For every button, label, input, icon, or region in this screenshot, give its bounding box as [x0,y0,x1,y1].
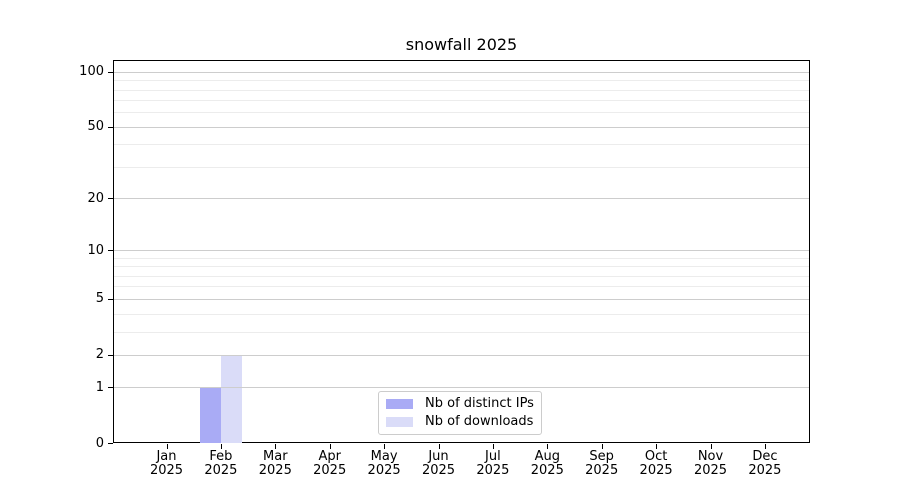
x-tick-label: Jan 2025 [137,450,197,478]
x-tick-mark [384,444,386,449]
x-tick-mark [547,444,549,449]
minor-gridline [114,100,809,102]
x-tick-label: May 2025 [354,450,414,478]
y-tick-label: 10 [87,242,104,258]
y-tick-label: 1 [95,379,104,395]
minor-gridline [114,266,809,268]
x-tick-mark [492,444,494,449]
y-tick-mark [108,250,113,252]
x-tick-label: Nov 2025 [681,450,741,478]
x-tick-year: 2025 [639,463,673,478]
chart-title: snowfall 2025 [405,35,518,54]
x-tick-mark [710,444,712,449]
legend: Nb of distinct IPs Nb of downloads [378,391,542,435]
minor-gridline [114,313,809,315]
x-tick-year: 2025 [258,463,292,478]
minor-gridline [114,144,809,146]
y-tick-label: 50 [87,119,104,135]
x-tick-mark [764,444,766,449]
major-gridline [114,126,809,128]
x-tick-mark [220,444,222,449]
minor-gridline [114,286,809,288]
distinct-ips-swatch [386,399,413,409]
x-tick-label: Dec 2025 [735,450,795,478]
x-tick-mark [601,444,603,449]
minor-gridline [114,331,809,333]
minor-gridline [114,166,809,168]
major-gridline [114,198,809,200]
major-gridline [114,298,809,300]
x-tick-year: 2025 [585,463,619,478]
y-tick-mark [108,126,113,128]
x-tick-label: Apr 2025 [300,450,360,478]
y-tick-mark [108,298,113,300]
x-tick-label: Oct 2025 [626,450,686,478]
distinct-ips-bar [199,387,221,443]
x-tick-label: Jul 2025 [463,450,523,478]
minor-gridline [114,80,809,82]
downloads-bar [220,354,242,443]
x-tick-year: 2025 [204,463,238,478]
x-tick-year: 2025 [530,463,564,478]
y-tick-label: 20 [87,190,104,206]
major-gridline [114,71,809,73]
minor-gridline [114,275,809,277]
x-tick-label: Mar 2025 [245,450,305,478]
x-tick-mark [275,444,277,449]
y-tick-label: 5 [95,291,104,307]
legend-label-distinct-ips: Nb of distinct IPs [425,396,534,411]
minor-gridline [114,257,809,259]
x-tick-label: Sep 2025 [572,450,632,478]
y-tick-label: 100 [79,64,104,80]
x-tick-year: 2025 [149,463,184,478]
x-tick-mark [438,444,440,449]
y-tick-mark [108,443,113,444]
minor-gridline [114,89,809,91]
x-tick-year: 2025 [748,463,782,478]
downloads-swatch [386,417,413,427]
x-tick-year: 2025 [693,463,728,478]
legend-item-distinct-ips: Nb of distinct IPs [386,397,534,411]
x-tick-year: 2025 [313,463,347,478]
plot-area [113,60,810,443]
y-tick-mark [108,387,113,389]
x-tick-mark [166,444,168,449]
x-tick-mark [329,444,331,449]
y-tick-mark [108,354,113,356]
major-gridline [114,250,809,252]
y-tick-mark [108,71,113,73]
y-tick-label: 2 [95,347,104,363]
minor-gridline [114,112,809,114]
major-gridline [114,354,809,356]
x-tick-label: Aug 2025 [517,450,577,478]
legend-label-downloads: Nb of downloads [425,414,534,429]
x-tick-year: 2025 [367,463,401,478]
y-tick-mark [108,198,113,200]
x-tick-year: 2025 [421,463,456,478]
y-tick-label: 0 [95,435,104,451]
x-tick-mark [656,444,658,449]
x-tick-label: Feb 2025 [191,450,251,478]
legend-item-downloads: Nb of downloads [386,415,534,429]
x-tick-label: Jun 2025 [409,450,469,478]
x-tick-year: 2025 [476,463,510,478]
major-gridline [114,387,809,389]
